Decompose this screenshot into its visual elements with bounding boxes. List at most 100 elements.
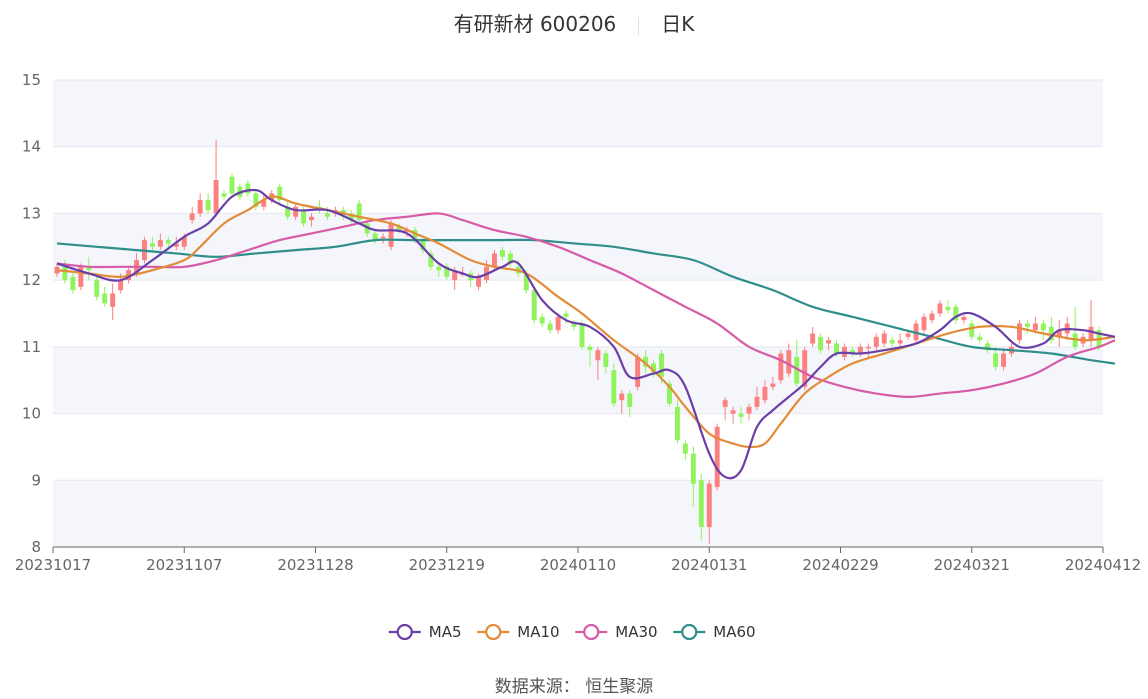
candle bbox=[372, 230, 378, 244]
candle bbox=[253, 190, 259, 211]
candle bbox=[388, 220, 394, 251]
candle bbox=[730, 406, 736, 424]
x-tick-label: 20231107 bbox=[146, 556, 222, 574]
candle bbox=[293, 203, 299, 221]
background-bands bbox=[53, 80, 1103, 547]
y-tick-label: 11 bbox=[22, 338, 41, 356]
legend: MA5 MA10 MA30 MA60 bbox=[388, 623, 756, 641]
grid-band bbox=[53, 346, 1103, 414]
candle bbox=[285, 200, 291, 221]
candle bbox=[499, 246, 505, 261]
candle bbox=[937, 300, 943, 317]
grid-band bbox=[53, 80, 1103, 147]
candle bbox=[229, 173, 235, 197]
legend-item-ma10[interactable]: MA10 bbox=[477, 623, 560, 641]
candle bbox=[929, 310, 935, 324]
candle bbox=[826, 336, 832, 351]
candle bbox=[603, 350, 609, 374]
y-tick-label: 13 bbox=[22, 204, 41, 222]
candle bbox=[945, 300, 951, 314]
x-axis: 20231017 20231107 20231128 20231219 20240110… bbox=[15, 546, 1141, 574]
candle bbox=[70, 273, 76, 294]
candle bbox=[722, 396, 728, 421]
candle bbox=[698, 473, 704, 541]
data-source: 数据来源： 恒生聚源 bbox=[0, 672, 1148, 697]
stock-name: 有研新材 bbox=[453, 12, 534, 36]
candle bbox=[213, 140, 219, 217]
candle bbox=[309, 213, 314, 227]
candle bbox=[690, 446, 696, 507]
candle bbox=[619, 390, 625, 414]
source-value: 恒生聚源 bbox=[585, 677, 654, 697]
candle bbox=[1040, 320, 1046, 341]
candle bbox=[746, 403, 752, 421]
candle bbox=[667, 380, 672, 407]
candle bbox=[794, 340, 800, 387]
title-separator bbox=[638, 16, 640, 35]
y-tick-label: 8 bbox=[31, 538, 41, 556]
candle bbox=[436, 263, 442, 277]
candle bbox=[444, 263, 450, 281]
x-tick-label: 20240412 bbox=[1065, 556, 1141, 574]
candle bbox=[627, 390, 633, 417]
candle bbox=[810, 326, 816, 347]
candle bbox=[531, 286, 537, 324]
ma-line-ma60 bbox=[56, 238, 1116, 365]
candle bbox=[674, 400, 680, 444]
legend-marker-icon bbox=[583, 623, 600, 641]
moving-averages bbox=[56, 188, 1116, 480]
ma-line-ma30 bbox=[56, 212, 1116, 398]
candle bbox=[985, 340, 991, 354]
candle bbox=[921, 313, 927, 334]
x-tick-label: 20240131 bbox=[671, 556, 747, 574]
y-tick-label: 14 bbox=[22, 138, 41, 156]
candle bbox=[643, 350, 649, 374]
candle bbox=[356, 200, 362, 224]
candle bbox=[547, 320, 553, 334]
candle bbox=[778, 350, 784, 384]
candle bbox=[317, 200, 322, 214]
grid-lines bbox=[53, 79, 1103, 548]
legend-label: MA30 bbox=[615, 623, 657, 641]
candle bbox=[205, 193, 211, 214]
candle bbox=[221, 190, 227, 201]
candle bbox=[611, 363, 617, 407]
candle bbox=[969, 320, 975, 341]
candle bbox=[1001, 350, 1007, 371]
y-tick-label: 9 bbox=[31, 471, 41, 489]
candle bbox=[635, 353, 641, 391]
candle bbox=[149, 236, 155, 251]
legend-item-ma60[interactable]: MA60 bbox=[673, 623, 756, 641]
y-tick-label: 12 bbox=[22, 271, 41, 289]
grid-band bbox=[53, 480, 1103, 547]
x-tick-label: 20231128 bbox=[277, 556, 353, 574]
x-tick-label: 20240229 bbox=[802, 556, 878, 574]
candle bbox=[102, 286, 108, 307]
candle bbox=[197, 193, 203, 217]
candle bbox=[865, 343, 871, 357]
candle bbox=[157, 233, 163, 251]
y-tick-label: 15 bbox=[22, 71, 41, 89]
y-tick-label: 10 bbox=[22, 405, 41, 423]
candle bbox=[94, 276, 100, 301]
candle bbox=[1056, 320, 1062, 347]
legend-label: MA10 bbox=[517, 623, 559, 641]
x-tick-label: 20240110 bbox=[540, 556, 616, 574]
candle bbox=[762, 380, 768, 404]
candle bbox=[706, 480, 712, 544]
legend-item-ma30[interactable]: MA30 bbox=[575, 623, 658, 641]
y-axis: 8 9 10 11 12 13 14 15 bbox=[22, 71, 41, 556]
candle bbox=[189, 206, 195, 224]
candle bbox=[110, 283, 116, 321]
legend-marker-icon bbox=[485, 623, 502, 641]
candle bbox=[245, 180, 251, 197]
candle bbox=[897, 333, 903, 347]
candle bbox=[587, 343, 593, 367]
legend-item-ma5[interactable]: MA5 bbox=[388, 623, 462, 641]
candle bbox=[86, 256, 92, 281]
legend-label: MA5 bbox=[429, 623, 462, 641]
candle bbox=[738, 406, 744, 424]
candle bbox=[881, 330, 887, 347]
candle bbox=[277, 183, 283, 204]
candle bbox=[539, 313, 545, 327]
